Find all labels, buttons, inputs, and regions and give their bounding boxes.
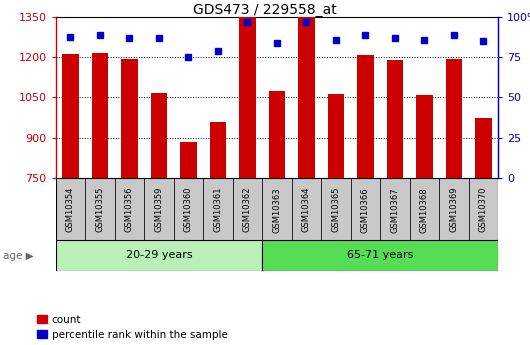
Bar	[262, 240, 498, 271]
Text: age ▶: age ▶	[3, 251, 33, 261]
Bar	[328, 94, 344, 178]
Bar	[151, 93, 167, 178]
Text: 20-29 years: 20-29 years	[126, 250, 192, 260]
Bar	[446, 59, 462, 178]
Bar	[351, 178, 380, 240]
Bar	[262, 178, 292, 240]
Text: GSM10360: GSM10360	[184, 187, 193, 233]
Text: GSM10368: GSM10368	[420, 187, 429, 233]
Bar	[321, 178, 351, 240]
Bar	[269, 91, 285, 178]
Text: GSM10359: GSM10359	[154, 187, 163, 233]
Text: GSM10366: GSM10366	[361, 187, 370, 233]
Bar	[439, 178, 469, 240]
Bar	[144, 178, 174, 240]
Text: GSM10365: GSM10365	[331, 187, 340, 233]
Bar	[240, 17, 255, 178]
Bar	[85, 178, 114, 240]
Text: GSM10354: GSM10354	[66, 187, 75, 233]
Bar	[56, 240, 262, 271]
Bar	[121, 59, 137, 178]
Bar	[417, 95, 432, 178]
Bar	[357, 56, 374, 178]
Text: GSM10370: GSM10370	[479, 187, 488, 233]
Bar	[233, 178, 262, 240]
Text: GSM10361: GSM10361	[214, 187, 223, 233]
Legend: count, percentile rank within the sample: count, percentile rank within the sample	[37, 315, 227, 340]
Bar	[92, 52, 108, 178]
Text: GSM10369: GSM10369	[449, 187, 458, 233]
Bar	[298, 17, 314, 178]
Bar	[56, 178, 85, 240]
Text: 65-71 years: 65-71 years	[347, 250, 413, 260]
Text: GSM10367: GSM10367	[391, 187, 400, 233]
Bar	[410, 178, 439, 240]
Bar	[174, 178, 203, 240]
Bar	[387, 60, 403, 178]
Bar	[380, 178, 410, 240]
Text: GSM10356: GSM10356	[125, 187, 134, 233]
Text: GSM10355: GSM10355	[95, 187, 104, 233]
Bar	[210, 122, 226, 178]
Bar	[63, 54, 78, 178]
Text: GSM10364: GSM10364	[302, 187, 311, 233]
Bar	[292, 178, 321, 240]
Bar	[180, 141, 197, 178]
Bar	[469, 178, 498, 240]
Text: GSM10362: GSM10362	[243, 187, 252, 233]
Bar	[203, 178, 233, 240]
Bar	[475, 118, 491, 178]
Text: GSM10363: GSM10363	[272, 187, 281, 233]
Bar	[114, 178, 144, 240]
Text: GDS473 / 229558_at: GDS473 / 229558_at	[193, 3, 337, 18]
